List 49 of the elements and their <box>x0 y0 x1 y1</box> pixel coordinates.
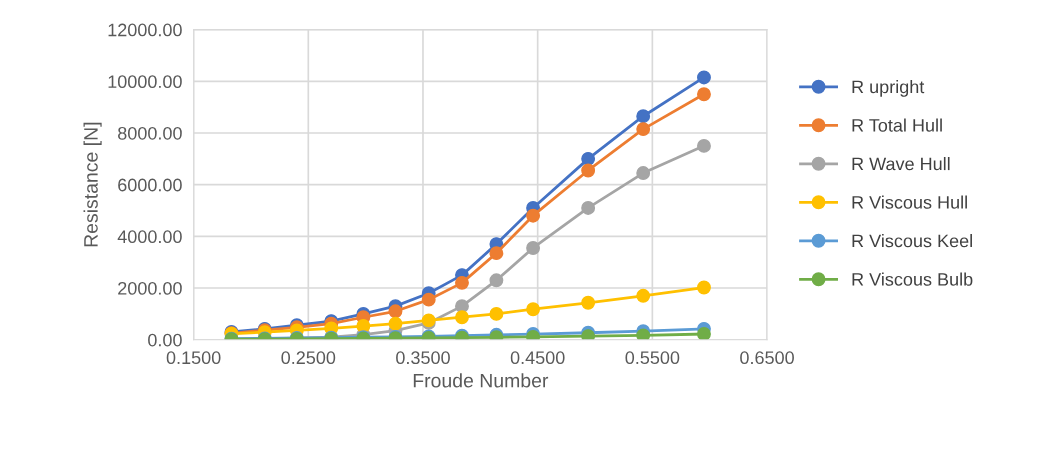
x-tick-label: 0.1500 <box>166 351 221 365</box>
x-tick-label: 0.3500 <box>396 351 450 365</box>
point <box>636 122 651 137</box>
point <box>455 299 469 314</box>
y-axis-title: Resistance [N] <box>83 122 102 247</box>
legend-label: R Viscous Bulb <box>852 272 973 286</box>
y-tick-label: 10000.00 <box>108 75 182 89</box>
x-tick-label: 0.5500 <box>625 351 680 365</box>
point <box>697 87 711 102</box>
y-tick-label: 0.00 <box>148 333 182 347</box>
legend-label: R upright <box>852 80 925 97</box>
point <box>526 302 541 317</box>
point <box>581 151 596 166</box>
point <box>636 166 651 180</box>
y-tick-label: 12000.00 <box>108 23 182 37</box>
x-tick-label: 0.6500 <box>740 351 794 365</box>
point <box>697 327 711 340</box>
point <box>581 295 596 310</box>
x-axis-title: Froude Number <box>413 373 549 388</box>
point <box>455 310 469 325</box>
legend-label: R Wave Hull <box>852 157 950 171</box>
point <box>388 304 403 319</box>
x-tick-label: 0.2500 <box>281 351 336 365</box>
point <box>421 292 436 307</box>
point <box>581 329 596 340</box>
point <box>526 208 541 223</box>
legend-label: R Viscous Keel <box>852 234 972 248</box>
y-tick-label: 2000.00 <box>118 281 182 295</box>
point <box>636 288 651 303</box>
point <box>697 70 711 85</box>
y-tick-label: 8000.00 <box>118 126 182 140</box>
point <box>636 109 651 124</box>
point <box>489 306 504 321</box>
y-tick-label: 6000.00 <box>118 178 182 192</box>
point <box>388 316 403 331</box>
point <box>697 280 711 295</box>
point <box>356 319 371 333</box>
point <box>581 163 596 178</box>
point <box>489 246 504 261</box>
point <box>581 200 596 215</box>
x-tick-label: 0.4500 <box>510 351 565 365</box>
point <box>455 275 469 290</box>
point <box>697 138 711 153</box>
y-tick-label: 4000.00 <box>117 230 182 244</box>
point <box>489 273 504 288</box>
legend-label: R Total Hull <box>852 118 942 132</box>
point <box>636 328 651 340</box>
point <box>526 241 541 255</box>
legend-label: R Viscous Hull <box>852 195 967 209</box>
